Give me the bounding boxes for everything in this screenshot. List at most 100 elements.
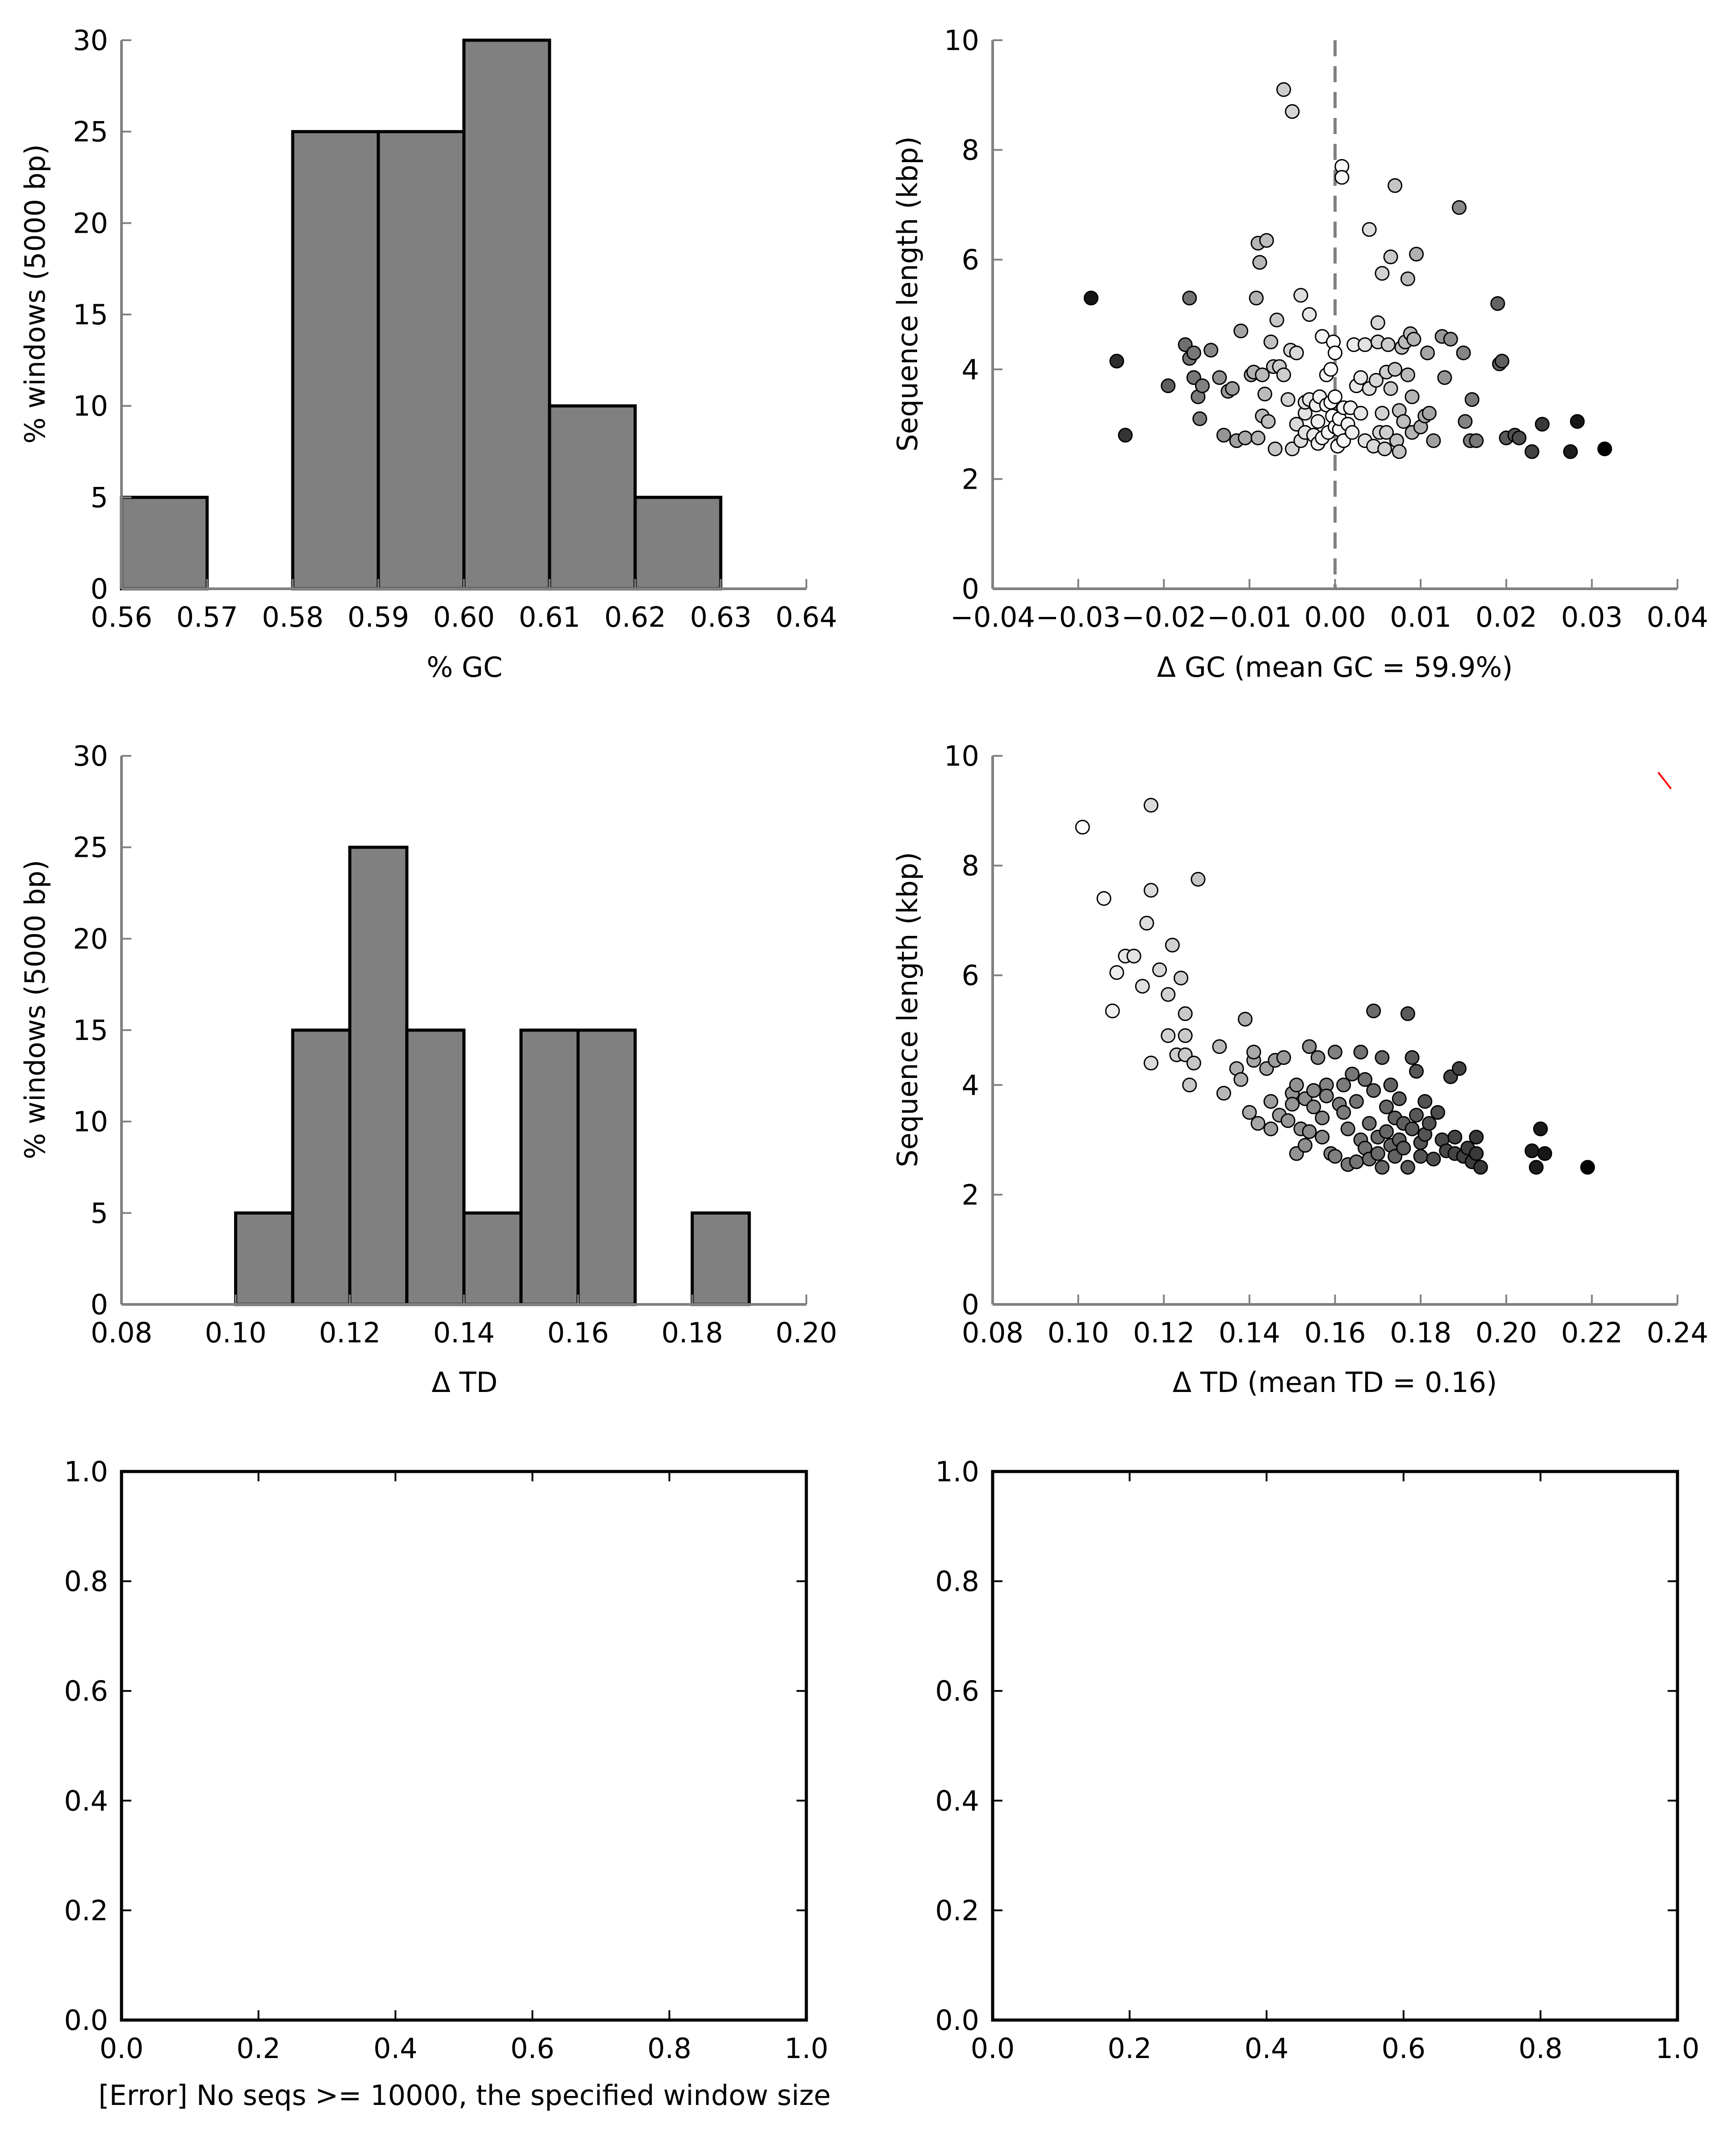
scatter-point (1380, 337, 1396, 352)
scatter-point (1368, 373, 1384, 388)
scatter-point (1075, 820, 1090, 835)
scatter-point (1580, 1160, 1595, 1175)
y-tick-label: 20 (73, 922, 108, 955)
histogram-bar (462, 1211, 523, 1306)
x-tick-label: 0.18 (661, 1316, 723, 1349)
x-tick-label: 0.8 (1518, 2032, 1563, 2065)
scatter-point (1353, 406, 1368, 421)
x-tick-label: 0.0 (971, 2032, 1015, 2065)
x-tick-label: 0.18 (1390, 1316, 1451, 1349)
scatter-point (1083, 290, 1099, 306)
y-tick-label: 30 (73, 740, 108, 772)
scatter-point (1379, 1124, 1394, 1139)
scatter-point (1334, 170, 1350, 185)
x-tick-label: 0.57 (176, 601, 238, 633)
histogram-bar (120, 495, 209, 591)
scatter-point (1289, 1077, 1304, 1093)
scatter-point (1225, 381, 1240, 396)
y-tick-label: 8 (962, 850, 979, 882)
scatter-point (1328, 389, 1342, 404)
td-hist-ylabel: % windows (5000 bp) (19, 860, 51, 1159)
histogram-bar (633, 495, 722, 591)
x-tick-label: 0.62 (604, 601, 666, 633)
scatter-point (1263, 334, 1279, 349)
scatter-point (1161, 1028, 1176, 1043)
scatter-point (1409, 1064, 1424, 1079)
gc-histogram-panel: % GC % windows (5000 bp) 0.56 0.57 0.58 0.5… (19, 24, 837, 683)
scatter-point (1212, 1039, 1227, 1054)
scatter-point (1302, 307, 1317, 322)
scatter-point (1353, 1044, 1368, 1060)
scatter-point (1451, 1061, 1467, 1076)
scatter-point (1250, 1116, 1266, 1131)
scatter-point (1237, 430, 1253, 445)
scatter-point (1257, 386, 1272, 402)
x-tick-label: 0.2 (236, 2032, 281, 2065)
y-tick-label: 4 (962, 1069, 979, 1102)
scatter-point (1405, 389, 1420, 404)
histogram-bar (519, 1028, 580, 1306)
y-tick-label: 0 (962, 573, 979, 605)
scatter-point (1276, 1050, 1292, 1065)
scatter-point (1400, 367, 1415, 382)
scatter-point (1182, 1077, 1197, 1093)
scatter-point (1426, 433, 1441, 448)
x-tick-label: 0.6 (1381, 2032, 1426, 2065)
x-tick-label: 0.4 (1245, 2032, 1289, 2065)
scatter-point (1366, 1083, 1381, 1098)
x-tick-label: 0.10 (1048, 1316, 1109, 1349)
scatter-point (1195, 378, 1210, 394)
scatter-point (1280, 392, 1296, 407)
td-histogram-panel: Δ TD % windows (5000 bp) 0.08 0.10 0.12 0.1… (19, 740, 837, 1399)
scatter-point (1413, 1149, 1428, 1164)
scatter-point (1349, 1094, 1364, 1109)
x-tick-label: 0.22 (1561, 1316, 1623, 1349)
scatter-point (1289, 345, 1304, 361)
x-tick-label: 0.01 (1390, 601, 1451, 633)
scatter-point (1280, 1113, 1296, 1128)
scatter-point (1310, 414, 1325, 429)
y-tick-label: 10 (73, 1106, 108, 1138)
x-tick-label: 0.0 (100, 2032, 144, 2065)
td-scatter-panel: Δ TD (mean TD = 0.16) Sequence length (k… (891, 740, 1708, 1399)
x-tick-label: 0.12 (1133, 1316, 1195, 1349)
scatter-point (1233, 1072, 1249, 1087)
scatter-point (1118, 428, 1133, 443)
scatter-point (1139, 916, 1154, 931)
y-tick-label: 30 (73, 24, 108, 57)
scatter-point (1263, 1094, 1279, 1109)
scatter-point (1212, 370, 1227, 385)
scatter-point (1161, 987, 1176, 1002)
scatter-point (1345, 1066, 1360, 1082)
scatter-point (1400, 1006, 1415, 1021)
x-tick-label: 0.16 (1304, 1316, 1366, 1349)
scatter-point (1597, 441, 1612, 457)
scatter-point (1379, 1099, 1394, 1115)
scatter-point (1358, 1072, 1373, 1087)
scatter-point (1392, 1091, 1407, 1106)
scatter-point (1388, 178, 1403, 193)
scatter-point (1297, 1138, 1312, 1153)
x-tick-label: −0.03 (1036, 601, 1121, 633)
scatter-point (1533, 1121, 1548, 1136)
scatter-point (1422, 406, 1437, 421)
scatter-point (1524, 1143, 1539, 1158)
scatter-point (1165, 938, 1180, 953)
td-scatter-xlabel: Δ TD (mean TD = 0.16) (1173, 1366, 1497, 1399)
scatter-point (1178, 1006, 1193, 1021)
scatter-point (1315, 1110, 1330, 1125)
x-tick-label: 0.64 (776, 601, 837, 633)
histogram-bar (348, 846, 409, 1306)
x-tick-label: 0.02 (1476, 601, 1537, 633)
scatter-point (1456, 345, 1471, 361)
scatter-point (1250, 430, 1266, 445)
y-tick-label: 0.2 (935, 1894, 979, 1927)
scatter-point (1358, 337, 1373, 352)
histogram-bar (405, 1028, 465, 1306)
scatter-point (1261, 414, 1276, 429)
scatter-point (1161, 378, 1176, 394)
x-tick-label: 0.04 (1647, 601, 1708, 633)
x-tick-label: 0.6 (510, 2032, 554, 2065)
x-tick-label: 0.12 (319, 1316, 381, 1349)
scatter-point (1406, 331, 1422, 347)
